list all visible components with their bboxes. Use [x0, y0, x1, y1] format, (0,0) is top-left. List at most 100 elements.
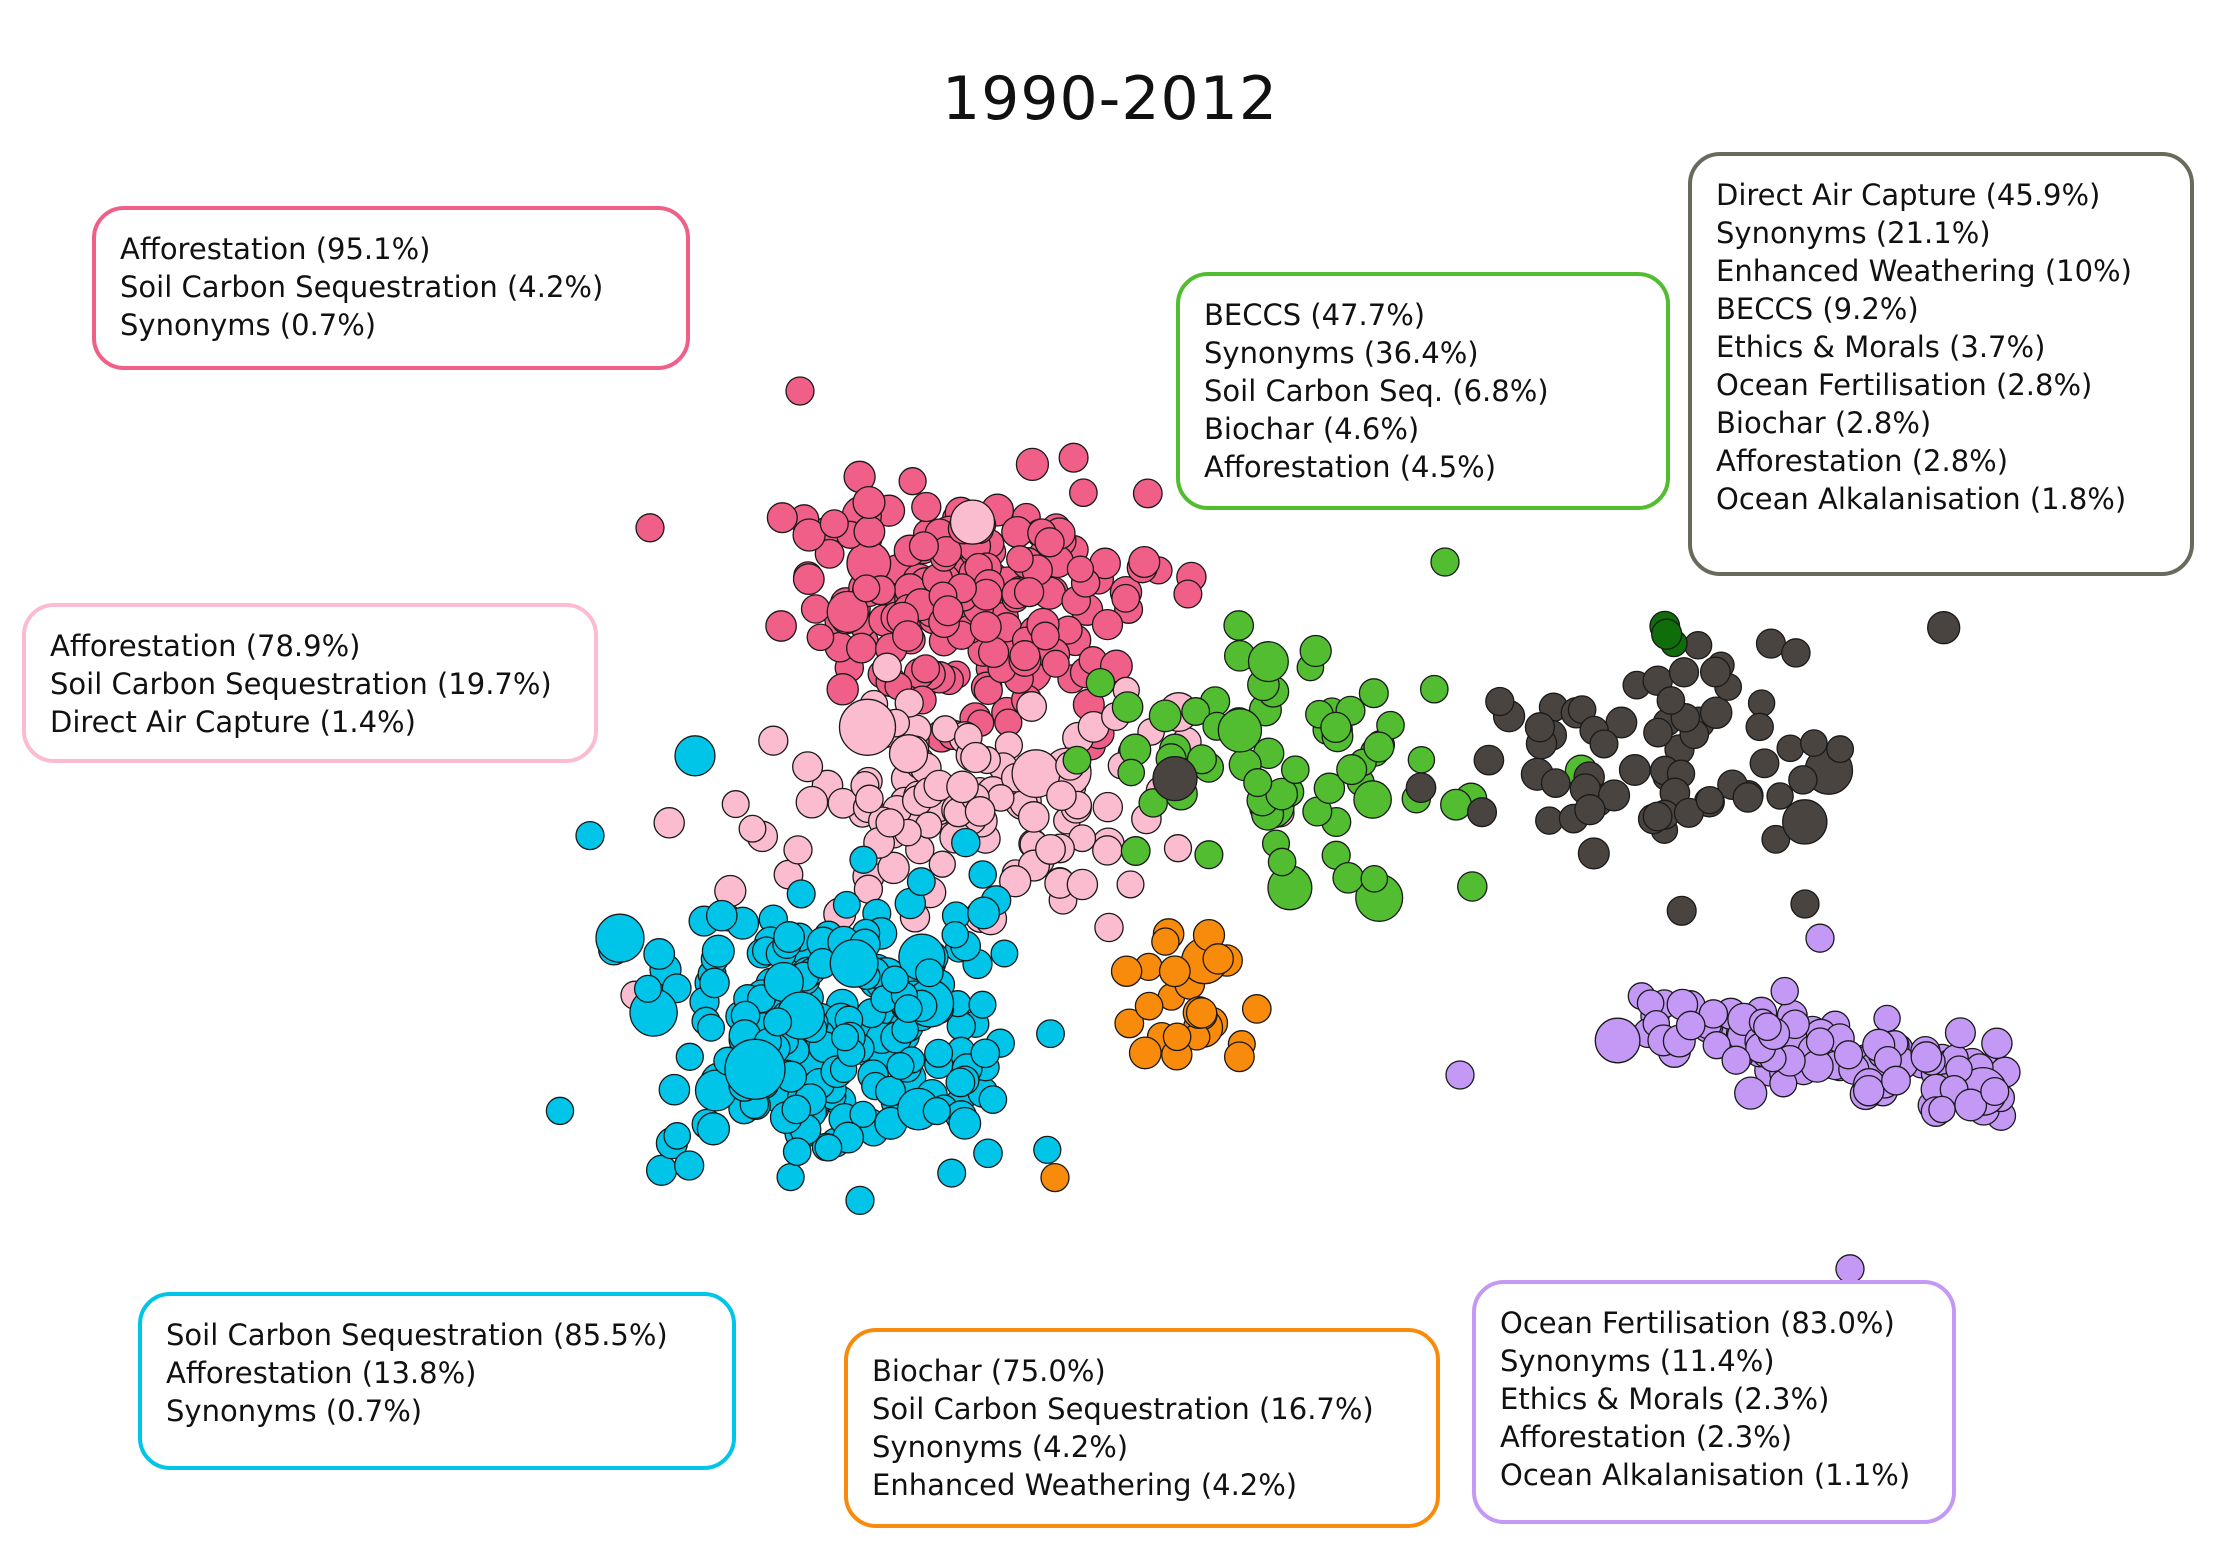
legend-line: Synonyms (0.7%)	[166, 1394, 423, 1428]
point-cyan	[978, 1085, 1008, 1114]
point-cyan	[782, 1137, 812, 1167]
point-cyan	[786, 879, 816, 909]
point-orange	[1185, 997, 1218, 1029]
legend-line: Ocean Fertilisation (83.0%)	[1500, 1306, 1895, 1340]
point-green	[1313, 772, 1346, 805]
point-light-pink	[960, 741, 992, 774]
legend-line: Synonyms (11.4%)	[1500, 1344, 1775, 1378]
point-dark-pink	[853, 515, 886, 548]
point-dark-pink	[911, 491, 942, 523]
point-light-pink	[888, 734, 929, 774]
point-orange	[1128, 1036, 1162, 1070]
point-light-pink	[1066, 868, 1099, 901]
point-cyan-large	[595, 913, 645, 963]
point-cyan	[814, 1133, 843, 1162]
legend-line: Biochar (4.6%)	[1204, 412, 1420, 446]
legend-line: Biochar (2.8%)	[1716, 406, 1932, 440]
point-purple	[1835, 1254, 1865, 1284]
legend-box-orange: Biochar (75.0%) Soil Carbon Sequestration…	[844, 1328, 1440, 1528]
point-dark-pink	[1111, 583, 1141, 613]
point-cyan	[914, 958, 944, 988]
legend-line: Biochar (75.0%)	[872, 1354, 1106, 1388]
point-dark-gray	[1699, 656, 1731, 688]
point-green	[1111, 691, 1144, 723]
point-dark-gray	[1574, 794, 1606, 826]
point-dark-gray	[1485, 686, 1515, 717]
legend-line: Afforestation (95.1%)	[120, 232, 431, 266]
point-dark-gray	[1761, 824, 1791, 854]
point-dark-pink	[826, 590, 869, 634]
point-green	[1186, 744, 1217, 775]
legend-line: BECCS (9.2%)	[1716, 292, 1919, 326]
point-dark-gray	[1747, 689, 1776, 717]
legend-line: Ocean Alkalanisation (1.8%)	[1716, 482, 2127, 516]
point-dark-pink	[1132, 478, 1163, 509]
point-orange	[1158, 955, 1191, 988]
point-light-pink	[721, 790, 750, 819]
point-green	[1267, 847, 1297, 877]
point-dark-pink	[792, 563, 825, 596]
point-dark-pink	[1015, 447, 1050, 482]
point-dark-gray	[1781, 638, 1811, 668]
point-purple	[1805, 923, 1835, 953]
point-light-pink	[1035, 833, 1066, 865]
point-green	[1299, 634, 1332, 668]
point-purple	[1910, 1041, 1943, 1073]
point-dark-pink	[1069, 478, 1098, 508]
point-cyan	[845, 1185, 875, 1216]
point-dark-pink	[1041, 649, 1070, 678]
point-green	[1332, 861, 1365, 894]
legend-line: Afforestation (13.8%)	[166, 1356, 477, 1390]
point-green	[1148, 699, 1182, 733]
point-light-pink	[1163, 834, 1193, 863]
point-orange	[1162, 1022, 1192, 1052]
point-cyan	[701, 934, 735, 968]
point-cyan	[968, 860, 997, 889]
point-dark-pink	[932, 595, 964, 627]
point-dark-gray	[1683, 631, 1713, 660]
point-orange	[1040, 1162, 1070, 1193]
point-dark-gray	[1540, 768, 1571, 798]
point-purple	[1753, 1012, 1782, 1042]
point-light-pink	[1046, 780, 1077, 812]
point-green	[1457, 871, 1488, 902]
point-purple	[1881, 1065, 1911, 1096]
point-dark-pink	[1006, 545, 1034, 573]
point-dark-gray-large	[1152, 755, 1198, 802]
point-dark-pink	[911, 654, 941, 684]
point-cyan	[951, 827, 981, 858]
point-green	[1419, 674, 1449, 704]
point-cyan	[675, 1042, 704, 1071]
point-green	[1217, 708, 1263, 753]
legend-box-cyan: Soil Carbon Sequestration (85.5%) Affores…	[138, 1292, 736, 1470]
point-light-pink	[1017, 801, 1050, 833]
point-dark-pink	[1058, 442, 1089, 473]
point-cyan-large	[724, 1038, 786, 1100]
point-dark-pink	[898, 467, 927, 496]
point-green	[1358, 678, 1389, 709]
legend-line: Ocean Fertilisation (2.8%)	[1716, 368, 2093, 402]
point-dark-pink	[908, 531, 939, 562]
point-cyan	[776, 1162, 805, 1192]
legend-line: Synonyms (21.1%)	[1716, 216, 1991, 250]
legend-line: Direct Air Capture (45.9%)	[1716, 178, 2101, 212]
point-orange	[1134, 991, 1164, 1021]
point-dark-gray	[1666, 895, 1697, 926]
point-cyan	[924, 1038, 954, 1068]
point-dark-gray	[1405, 772, 1437, 804]
point-cyan	[696, 1013, 726, 1042]
point-dark-pink	[1173, 579, 1203, 609]
point-light-pink-large	[949, 499, 996, 545]
point-dark-gray	[1790, 889, 1820, 919]
point-orange	[1241, 994, 1272, 1024]
legend-box-dark-pink: Afforestation (95.1%) Soil Carbon Sequest…	[92, 206, 690, 370]
point-green	[1430, 547, 1460, 577]
point-dark-pink	[766, 502, 798, 534]
point-cyan	[781, 1094, 812, 1125]
point-dark-gray	[1577, 837, 1610, 870]
point-dark-gray	[1699, 696, 1733, 729]
legend-line: Synonyms (36.4%)	[1204, 336, 1479, 370]
point-light-pink	[758, 725, 789, 756]
point-purple	[1805, 1027, 1835, 1056]
